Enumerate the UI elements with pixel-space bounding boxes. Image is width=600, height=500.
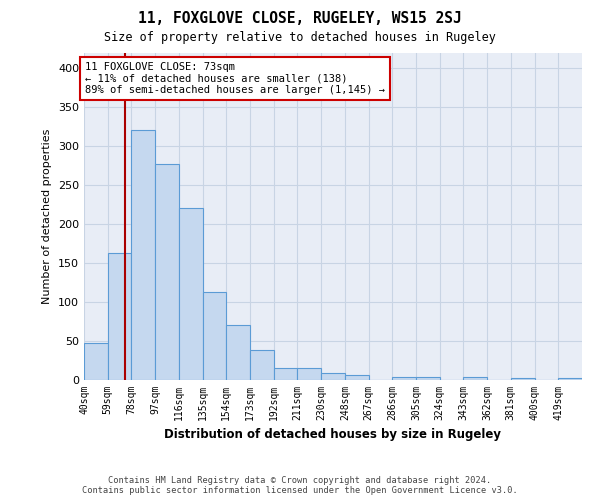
Bar [84,344,108,380]
Bar [226,324,250,380]
Bar [416,377,440,380]
Bar [558,378,582,380]
Bar [392,377,416,380]
Text: Size of property relative to detached houses in Rugeley: Size of property relative to detached ho… [104,31,496,44]
Bar [345,374,368,380]
Bar [250,350,274,380]
Text: 11, FOXGLOVE CLOSE, RUGELEY, WS15 2SJ: 11, FOXGLOVE CLOSE, RUGELEY, WS15 2SJ [138,11,462,26]
Bar [511,378,535,380]
X-axis label: Distribution of detached houses by size in Rugeley: Distribution of detached houses by size … [164,428,502,442]
Bar [203,292,226,380]
Bar [179,208,203,380]
Bar [155,164,179,380]
Bar [321,373,345,380]
Bar [131,130,155,380]
Y-axis label: Number of detached properties: Number of detached properties [43,128,52,304]
Bar [108,253,131,380]
Text: 11 FOXGLOVE CLOSE: 73sqm
← 11% of detached houses are smaller (138)
89% of semi-: 11 FOXGLOVE CLOSE: 73sqm ← 11% of detach… [85,62,385,95]
Bar [298,368,321,380]
Bar [463,377,487,380]
Text: Contains HM Land Registry data © Crown copyright and database right 2024.
Contai: Contains HM Land Registry data © Crown c… [82,476,518,495]
Bar [274,368,298,380]
